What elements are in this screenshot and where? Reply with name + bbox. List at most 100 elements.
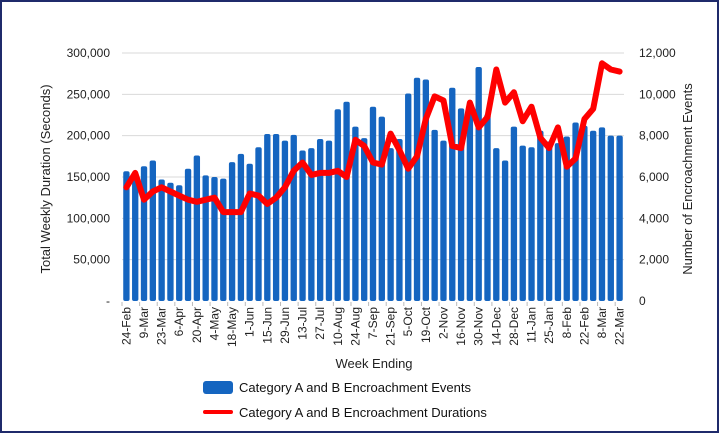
x-tick-label: 22-Feb bbox=[577, 307, 591, 345]
x-tick-label: 16-Nov bbox=[454, 307, 468, 346]
bar bbox=[167, 183, 173, 301]
x-tick-label: 4-May bbox=[207, 307, 221, 340]
left-tick-label: 150,000 bbox=[67, 170, 111, 184]
legend-label-durations: Category A and B Encroachment Durations bbox=[239, 405, 487, 420]
bar bbox=[273, 134, 279, 301]
bar bbox=[238, 154, 244, 301]
x-tick-label: 20-Apr bbox=[190, 307, 204, 343]
bar bbox=[326, 141, 332, 301]
bar bbox=[502, 160, 508, 301]
bar bbox=[317, 139, 323, 301]
bar bbox=[299, 151, 305, 301]
x-tick-label: 11-Jan bbox=[525, 307, 539, 343]
x-tick-label: 1-Jun bbox=[243, 307, 257, 337]
x-tick-label: 5-Oct bbox=[401, 306, 415, 336]
right-tick-label: 0 bbox=[639, 294, 646, 308]
bar bbox=[511, 127, 517, 301]
right-tick-label: 4,000 bbox=[639, 211, 669, 225]
bar bbox=[476, 67, 482, 301]
right-tick-label: 12,000 bbox=[639, 46, 676, 60]
x-tick-label: 2-Nov bbox=[436, 307, 450, 339]
x-tick-label: 6-Apr bbox=[172, 307, 186, 336]
left-axis-ticks: - 50,000 100,000 150,000 200,000 250,000 300,0… bbox=[67, 46, 111, 308]
right-tick-label: 10,000 bbox=[639, 87, 676, 101]
bar bbox=[599, 127, 605, 301]
x-tick-label: 23-Mar bbox=[155, 307, 169, 345]
x-tick-label: 8-Feb bbox=[560, 307, 574, 339]
x-tick-label: 29-Jun bbox=[278, 307, 292, 344]
legend-swatch-durations bbox=[203, 410, 233, 414]
bar bbox=[185, 169, 191, 301]
bar bbox=[247, 164, 253, 301]
x-tick-label: 28-Dec bbox=[507, 307, 521, 346]
x-tick-label: 18-May bbox=[225, 307, 239, 347]
bar bbox=[467, 109, 473, 301]
left-tick-label: 250,000 bbox=[67, 87, 111, 101]
right-tick-label: 8,000 bbox=[639, 129, 669, 143]
bar bbox=[546, 141, 552, 301]
x-tick-label: 24-Feb bbox=[119, 307, 133, 345]
x-tick-label: 30-Nov bbox=[472, 307, 486, 346]
bar bbox=[132, 179, 138, 301]
left-tick-label: 200,000 bbox=[67, 129, 111, 143]
bar bbox=[608, 136, 614, 301]
x-tick-label: 7-Sep bbox=[366, 307, 380, 339]
x-tick-label: 22-Mar bbox=[613, 307, 627, 345]
bar bbox=[555, 143, 561, 301]
bar bbox=[537, 131, 543, 301]
bar bbox=[194, 156, 200, 301]
bar bbox=[150, 160, 156, 301]
bar bbox=[335, 109, 341, 301]
x-tick-label: 10-Aug bbox=[331, 307, 345, 346]
left-tick-label: 50,000 bbox=[73, 253, 110, 267]
bar bbox=[343, 102, 349, 301]
bar bbox=[431, 130, 437, 301]
bar bbox=[176, 185, 182, 301]
bar bbox=[616, 136, 622, 301]
x-tick-label: 8-Mar bbox=[595, 307, 609, 338]
bar bbox=[158, 179, 164, 301]
legend: Category A and B Encroachment Events Cat… bbox=[203, 380, 487, 420]
bar bbox=[484, 114, 490, 301]
legend-label-events: Category A and B Encroachment Events bbox=[239, 380, 471, 395]
bar bbox=[396, 139, 402, 301]
bar bbox=[264, 134, 270, 301]
x-tick-label: 24-Aug bbox=[348, 307, 362, 346]
bar bbox=[291, 135, 297, 301]
bar-series bbox=[123, 67, 623, 301]
left-axis-title: Total Weekly Duration (Seconds) bbox=[38, 84, 53, 273]
right-tick-label: 2,000 bbox=[639, 253, 669, 267]
x-tick-label: 19-Oct bbox=[419, 306, 433, 343]
x-tick-label: 15-Jun bbox=[260, 307, 274, 344]
left-tick-label: 300,000 bbox=[67, 46, 111, 60]
x-tick-label: 13-Jul bbox=[296, 307, 310, 340]
bar bbox=[229, 162, 235, 301]
x-tick-label: 27-Jul bbox=[313, 307, 327, 340]
x-tick-label: 14-Dec bbox=[489, 307, 503, 346]
x-tick-label: 9-Mar bbox=[137, 307, 151, 338]
bar bbox=[528, 147, 534, 301]
left-tick-label: 100,000 bbox=[67, 211, 111, 225]
bar bbox=[520, 146, 526, 301]
right-tick-label: 6,000 bbox=[639, 170, 669, 184]
legend-swatch-events bbox=[203, 381, 233, 394]
bar bbox=[581, 126, 587, 301]
x-tick-label: 21-Sep bbox=[384, 307, 398, 346]
bar bbox=[282, 141, 288, 301]
right-axis-ticks: 0 2,000 4,000 6,000 8,000 10,000 12,000 bbox=[639, 46, 676, 308]
chart-svg: - 50,000 100,000 150,000 200,000 250,000 300,0… bbox=[2, 2, 717, 431]
bar bbox=[370, 107, 376, 301]
left-tick-label: - bbox=[106, 294, 110, 308]
bar bbox=[361, 138, 367, 301]
right-axis-title: Number of Encroachment Events bbox=[680, 83, 695, 275]
x-axis-title: Week Ending bbox=[335, 356, 412, 371]
bar bbox=[590, 131, 596, 301]
bar bbox=[387, 148, 393, 301]
bar bbox=[493, 148, 499, 301]
bar bbox=[414, 78, 420, 301]
bar bbox=[405, 94, 411, 301]
bar bbox=[255, 147, 261, 301]
bar bbox=[379, 117, 385, 301]
